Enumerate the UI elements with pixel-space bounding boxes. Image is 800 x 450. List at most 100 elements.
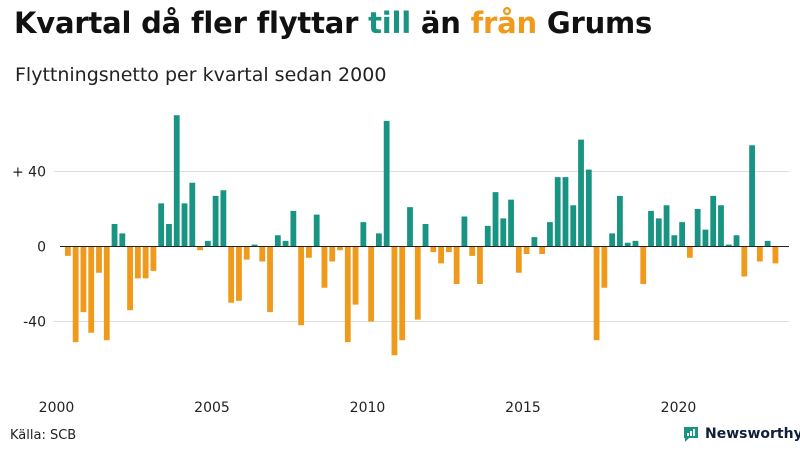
bar: [220, 190, 227, 247]
bar: [655, 218, 662, 247]
source-note: Källa: SCB: [10, 428, 77, 443]
bar: [204, 240, 211, 247]
bar: [127, 246, 133, 311]
bar: [111, 224, 118, 247]
bar: [508, 199, 514, 247]
bar: [686, 246, 693, 258]
bar: [453, 246, 460, 284]
bar: [251, 244, 258, 247]
bar: [438, 246, 444, 264]
bar: [430, 246, 437, 253]
bar: [601, 246, 608, 288]
newsworthy-logo-icon: [684, 427, 698, 442]
bar: [718, 205, 724, 247]
bar: [337, 246, 343, 251]
title-word-till: till: [368, 6, 412, 40]
bar: [197, 246, 203, 251]
bar: [663, 205, 670, 247]
bar: [88, 246, 95, 333]
y-tick-label: 0: [37, 240, 46, 256]
bar: [500, 218, 507, 247]
bar: [617, 195, 623, 247]
bar: [725, 244, 732, 247]
bar: [267, 246, 273, 313]
bar: [671, 235, 678, 247]
x-tick-label: 2005: [194, 400, 230, 416]
brand-name: Newsworthy: [705, 426, 800, 442]
bar: [562, 177, 569, 247]
x-tick-label: 2020: [661, 400, 697, 416]
bar: [772, 246, 779, 264]
bar: [554, 177, 561, 247]
title-word-fran: från: [470, 6, 538, 40]
bar: [119, 233, 126, 247]
bar: [96, 246, 102, 273]
bar: [461, 216, 468, 247]
bar: [445, 246, 452, 253]
bar: [764, 240, 771, 247]
y-tick-label: + 40: [12, 165, 46, 181]
bar: [228, 246, 235, 303]
bar: [259, 246, 266, 262]
bar: [632, 240, 639, 247]
bar: [313, 214, 320, 247]
bar: [492, 192, 499, 247]
bar: [578, 139, 584, 247]
bar: [515, 246, 522, 273]
bar: [539, 246, 546, 254]
title-part-5: Grums: [536, 6, 653, 40]
bar: [531, 237, 538, 247]
bar: [173, 115, 180, 247]
bar: [158, 203, 165, 247]
bar: [477, 246, 483, 284]
bar: [609, 233, 616, 247]
bar: [733, 235, 740, 247]
bar: [422, 224, 429, 247]
y-axis-ticks: + 40 0 -40: [12, 165, 46, 331]
bar: [570, 205, 577, 247]
bar: [282, 240, 289, 247]
bar: [399, 246, 406, 341]
bar: [593, 246, 600, 341]
x-tick-label: 2015: [505, 400, 541, 416]
bar: [523, 246, 530, 254]
bar: [383, 120, 390, 247]
bar: [469, 246, 476, 256]
bar: [181, 203, 188, 247]
x-tick-label: 2000: [39, 400, 75, 416]
bar: [103, 246, 110, 341]
x-axis-ticks: 2000 2005 2010 2015 2020: [39, 400, 697, 416]
bar: [329, 246, 336, 262]
bar: [64, 246, 71, 256]
brand-logo: Newsworthy: [682, 425, 800, 443]
bar: [150, 246, 157, 271]
bar: [368, 246, 375, 322]
bar: [414, 246, 421, 320]
bar: [741, 246, 748, 277]
bar: [702, 229, 709, 247]
bar: [298, 246, 305, 326]
bars: [64, 115, 779, 356]
bar: [391, 246, 398, 356]
bar: [694, 209, 701, 247]
bar: [710, 195, 717, 247]
bar: [547, 222, 553, 247]
bar: [344, 246, 351, 343]
bar: [585, 169, 592, 247]
bar: [189, 182, 196, 247]
bar: [749, 145, 755, 247]
bar: [640, 246, 647, 284]
x-tick-label: 2010: [350, 400, 386, 416]
y-tick-label: -40: [23, 315, 46, 331]
bar: [624, 242, 631, 247]
bar: [407, 207, 413, 247]
bar: [290, 210, 297, 247]
title-part-3: än: [411, 6, 471, 40]
bar: [484, 225, 491, 247]
bar: [243, 246, 250, 260]
chart-subtitle: Flyttningsnetto per kvartal sedan 2000: [15, 64, 387, 86]
bar: [212, 195, 219, 247]
bar: [80, 246, 87, 313]
bar: [236, 246, 242, 301]
